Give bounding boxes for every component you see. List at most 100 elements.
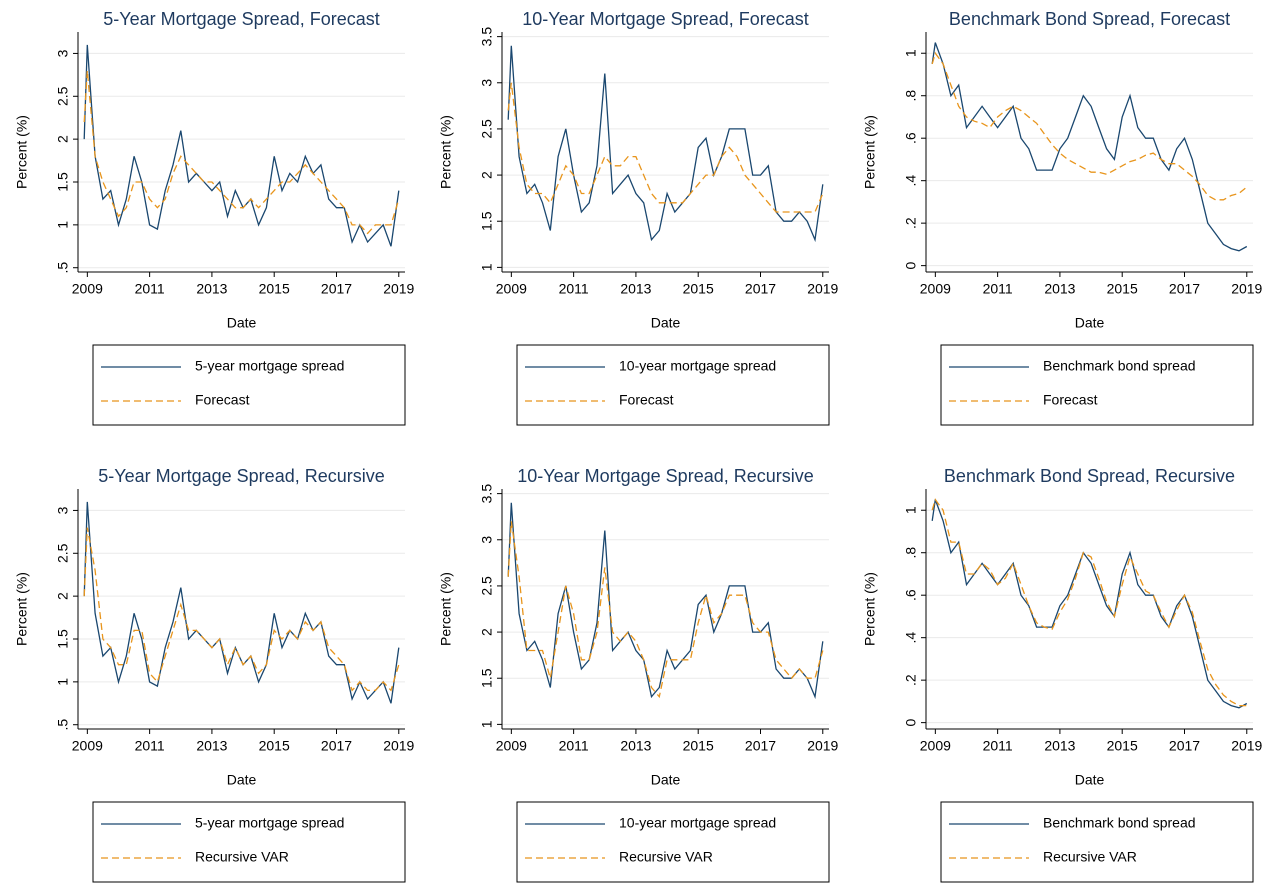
- x-axis-label: Date: [1075, 315, 1105, 331]
- series-line: [931, 498, 1247, 707]
- x-tick-label: 2017: [745, 738, 776, 754]
- y-tick-label: 3: [55, 49, 71, 57]
- series-line: [83, 70, 400, 235]
- x-tick-label: 2011: [559, 281, 589, 297]
- y-tick-label: 1: [479, 720, 495, 728]
- y-tick-label: .8: [903, 90, 919, 102]
- y-tick-label: 1: [55, 221, 71, 229]
- series-line: [83, 501, 400, 704]
- x-tick-label: 2013: [196, 281, 227, 297]
- legend-box: [516, 801, 830, 883]
- series-line: [507, 502, 824, 700]
- legend-label: Benchmark bond spread: [1043, 358, 1196, 374]
- y-tick-label: 0: [903, 719, 919, 727]
- panel: .5 1 1.5 2 2.5 3 2009 2011 2013 2015 2017 2019 5-Yea…: [14, 9, 415, 426]
- series-line: [931, 499, 1248, 709]
- series-line: [507, 521, 824, 699]
- series-line: [83, 527, 400, 692]
- legend-box: [92, 344, 406, 426]
- y-tick-label: 2.5: [479, 119, 495, 139]
- y-tick-label: 3.5: [479, 484, 495, 504]
- y-tick-label: 3: [55, 506, 71, 514]
- y-tick-label: 2.5: [55, 543, 71, 563]
- legend-label: Forecast: [195, 392, 250, 408]
- chart-title: 10-Year Mortgage Spread, Recursive: [517, 466, 814, 486]
- y-tick-label: 1.5: [55, 629, 71, 649]
- y-axis-label: Percent (%): [438, 115, 454, 189]
- x-tick-label: 2013: [620, 738, 651, 754]
- x-tick-label: 2015: [1107, 281, 1138, 297]
- x-tick-label: 2013: [196, 738, 227, 754]
- legend-label: 10-year mortgage spread: [619, 358, 776, 374]
- y-tick-label: 1: [903, 506, 919, 514]
- y-tick-label: 1: [479, 263, 495, 271]
- x-tick-label: 2019: [807, 281, 838, 297]
- panel: 1 1.5 2 2.5 3 3.5 2009 2011 2013 2015 2017 2019 10-Y…: [438, 9, 839, 426]
- x-tick-label: 2019: [1231, 738, 1262, 754]
- y-tick-label: 2: [55, 592, 71, 600]
- y-tick-label: .6: [903, 589, 919, 601]
- panel: 1 1.5 2 2.5 3 3.5 2009 2011 2013 2015 2017 2019 10-Y…: [438, 466, 839, 883]
- x-tick-label: 2013: [1044, 738, 1075, 754]
- x-tick-label: 2009: [72, 738, 103, 754]
- x-axis-label: Date: [651, 772, 681, 788]
- y-tick-label: .2: [903, 674, 919, 686]
- legend-label: 5-year mortgage spread: [195, 815, 344, 831]
- x-tick-label: 2015: [683, 281, 714, 297]
- legend-label: 10-year mortgage spread: [619, 815, 776, 831]
- legend-box: [940, 344, 1254, 426]
- x-tick-label: 2019: [1231, 281, 1262, 297]
- x-tick-label: 2017: [321, 281, 352, 297]
- x-tick-label: 2011: [135, 738, 165, 754]
- y-axis-label: Percent (%): [438, 572, 454, 646]
- x-tick-label: 2009: [496, 738, 527, 754]
- x-tick-label: 2015: [1107, 738, 1138, 754]
- series-line: [931, 42, 1248, 252]
- y-tick-label: .2: [903, 217, 919, 229]
- chart-title: 10-Year Mortgage Spread, Forecast: [522, 9, 809, 29]
- y-axis-label: Percent (%): [862, 115, 878, 189]
- x-tick-label: 2017: [1169, 738, 1200, 754]
- y-tick-label: .6: [903, 132, 919, 144]
- y-tick-label: .4: [903, 175, 919, 187]
- y-tick-label: .5: [55, 719, 71, 731]
- y-tick-label: 2: [479, 171, 495, 179]
- y-tick-label: 1: [903, 49, 919, 57]
- x-tick-label: 2011: [135, 281, 165, 297]
- series-line: [507, 45, 824, 243]
- legend-box: [940, 801, 1254, 883]
- y-tick-label: .4: [903, 632, 919, 644]
- x-axis-label: Date: [227, 772, 257, 788]
- chart-title: Benchmark Bond Spread, Recursive: [944, 466, 1235, 486]
- x-tick-label: 2013: [1044, 281, 1075, 297]
- legend-box: [92, 801, 406, 883]
- y-axis-label: Percent (%): [14, 115, 30, 189]
- y-tick-label: 1.5: [55, 172, 71, 192]
- y-axis-label: Percent (%): [14, 572, 30, 646]
- y-tick-label: 3: [479, 536, 495, 544]
- legend-label: Recursive VAR: [619, 849, 713, 865]
- x-axis-label: Date: [1075, 772, 1105, 788]
- legend-label: 5-year mortgage spread: [195, 358, 344, 374]
- x-tick-label: 2015: [259, 281, 290, 297]
- x-tick-label: 2009: [920, 738, 951, 754]
- legend-label: Recursive VAR: [1043, 849, 1137, 865]
- y-tick-label: .8: [903, 547, 919, 559]
- y-tick-label: .5: [55, 262, 71, 274]
- y-tick-label: 3: [479, 79, 495, 87]
- x-tick-label: 2015: [259, 738, 290, 754]
- series-line: [83, 44, 400, 247]
- y-tick-label: 2.5: [479, 576, 495, 596]
- y-tick-label: 2: [55, 135, 71, 143]
- x-axis-label: Date: [227, 315, 257, 331]
- x-tick-label: 2019: [383, 738, 414, 754]
- legend-label: Benchmark bond spread: [1043, 815, 1196, 831]
- panel: 0 .2 .4 .6 .8 1 2009 2011 2013 2015 2017 2019 Benchm…: [862, 466, 1263, 883]
- chart-title: 5-Year Mortgage Spread, Recursive: [98, 466, 385, 486]
- y-tick-label: 2.5: [55, 86, 71, 106]
- y-tick-label: 3.5: [479, 27, 495, 47]
- x-axis-label: Date: [651, 315, 681, 331]
- y-tick-label: 1: [55, 678, 71, 686]
- x-tick-label: 2009: [496, 281, 527, 297]
